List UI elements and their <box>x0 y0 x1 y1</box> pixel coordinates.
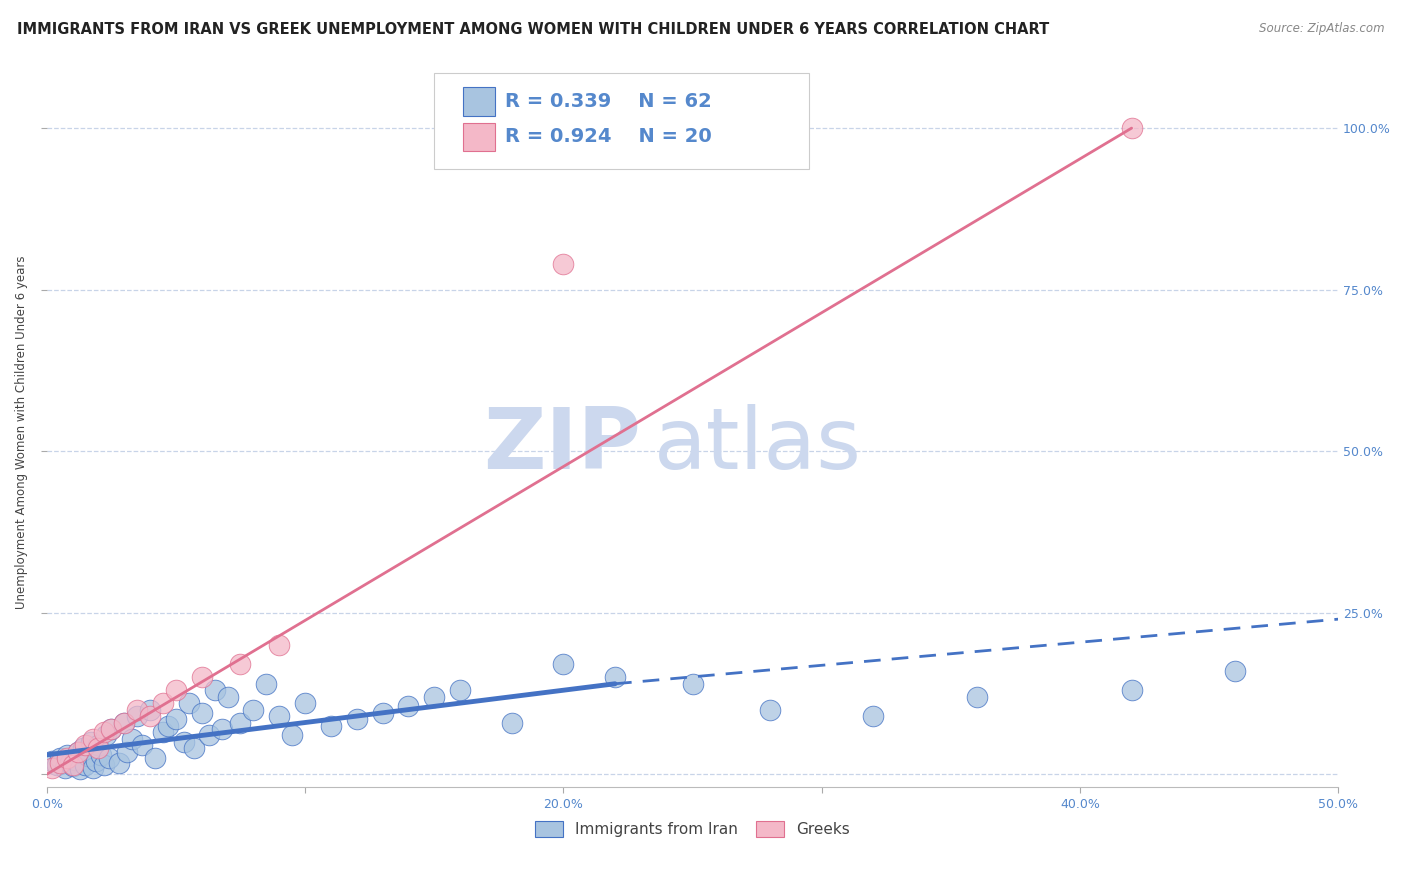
Text: IMMIGRANTS FROM IRAN VS GREEK UNEMPLOYMENT AMONG WOMEN WITH CHILDREN UNDER 6 YEA: IMMIGRANTS FROM IRAN VS GREEK UNEMPLOYME… <box>17 22 1049 37</box>
Point <box>254 677 277 691</box>
Text: Source: ZipAtlas.com: Source: ZipAtlas.com <box>1260 22 1385 36</box>
Point <box>100 722 122 736</box>
Point <box>100 722 122 736</box>
Point <box>131 738 153 752</box>
Point <box>165 712 187 726</box>
Point <box>53 761 76 775</box>
Point <box>157 719 180 733</box>
Point <box>96 728 118 742</box>
Point <box>242 703 264 717</box>
Point <box>190 706 212 720</box>
Point <box>59 756 82 770</box>
Point <box>48 751 70 765</box>
FancyBboxPatch shape <box>463 122 495 151</box>
Point <box>152 696 174 710</box>
Point <box>165 683 187 698</box>
Point <box>56 747 79 762</box>
Point <box>82 731 104 746</box>
Point <box>62 757 84 772</box>
Point <box>269 638 291 652</box>
Point <box>183 741 205 756</box>
Point <box>48 756 70 770</box>
Point <box>217 690 239 704</box>
Point <box>1121 121 1143 136</box>
Point <box>87 741 110 756</box>
Point <box>66 745 89 759</box>
Point <box>501 715 523 730</box>
Point <box>127 709 149 723</box>
Point <box>112 715 135 730</box>
Point <box>97 751 120 765</box>
Point <box>423 690 446 704</box>
Text: R = 0.339    N = 62: R = 0.339 N = 62 <box>505 92 711 111</box>
Text: atlas: atlas <box>654 404 862 488</box>
Point <box>75 757 97 772</box>
Point <box>143 751 166 765</box>
Point <box>553 657 575 672</box>
Point <box>269 709 291 723</box>
Point <box>346 712 368 726</box>
Point <box>82 761 104 775</box>
Legend: Immigrants from Iran, Greeks: Immigrants from Iran, Greeks <box>529 815 856 844</box>
Point <box>294 696 316 710</box>
Point <box>115 745 138 759</box>
Point <box>108 756 131 770</box>
Point <box>198 728 221 742</box>
Point <box>62 759 84 773</box>
FancyBboxPatch shape <box>463 87 495 115</box>
Point <box>229 657 252 672</box>
Point <box>204 683 226 698</box>
Point <box>1223 664 1246 678</box>
Point <box>56 751 79 765</box>
Point <box>69 762 91 776</box>
Point <box>79 735 101 749</box>
Point <box>177 696 200 710</box>
Point <box>46 757 69 772</box>
Text: ZIP: ZIP <box>484 404 641 488</box>
Point <box>211 722 233 736</box>
Point <box>553 257 575 271</box>
Point <box>77 749 100 764</box>
Point <box>682 677 704 691</box>
Point <box>371 706 394 720</box>
Point <box>75 738 97 752</box>
Point <box>319 719 342 733</box>
Point <box>90 747 112 762</box>
Point <box>173 735 195 749</box>
Point <box>449 683 471 698</box>
Point <box>93 725 115 739</box>
Point <box>112 715 135 730</box>
Point <box>1121 683 1143 698</box>
Point <box>121 731 143 746</box>
Point <box>41 754 63 768</box>
Point <box>63 753 86 767</box>
Point <box>281 728 304 742</box>
Point <box>759 703 782 717</box>
Point <box>229 715 252 730</box>
Point <box>84 754 107 768</box>
Point <box>139 703 162 717</box>
Point <box>66 745 89 759</box>
Point <box>190 670 212 684</box>
Point <box>862 709 884 723</box>
Point <box>152 725 174 739</box>
FancyBboxPatch shape <box>434 73 808 169</box>
Point <box>127 703 149 717</box>
Text: R = 0.924    N = 20: R = 0.924 N = 20 <box>505 128 711 146</box>
Point <box>966 690 988 704</box>
Point <box>41 761 63 775</box>
Point <box>603 670 626 684</box>
Point <box>72 741 94 756</box>
Point <box>396 699 419 714</box>
Y-axis label: Unemployment Among Women with Children Under 6 years: Unemployment Among Women with Children U… <box>15 255 28 608</box>
Point <box>139 709 162 723</box>
Point <box>87 738 110 752</box>
Point <box>93 757 115 772</box>
